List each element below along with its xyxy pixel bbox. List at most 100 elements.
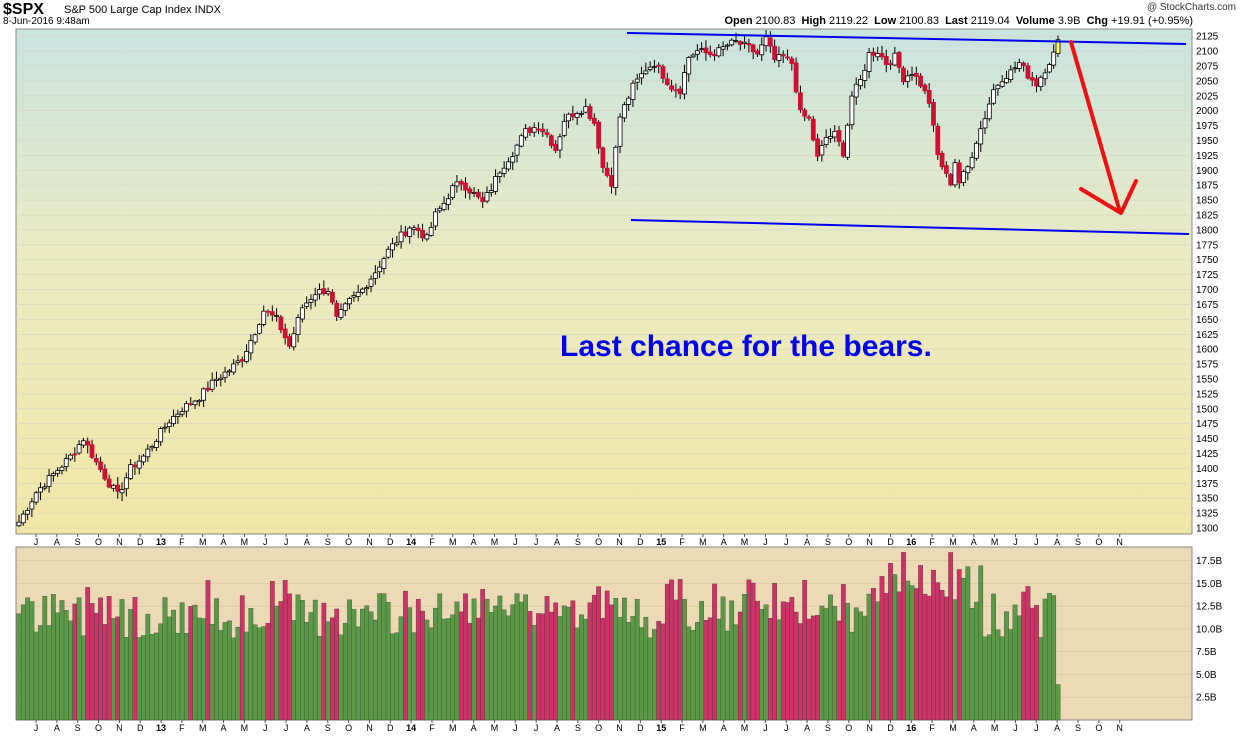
candle-body bbox=[179, 411, 185, 415]
candle-body bbox=[235, 360, 241, 363]
candle-body bbox=[566, 113, 571, 122]
candle-body bbox=[639, 73, 644, 79]
candle-body bbox=[20, 513, 26, 524]
x-tick-label: F bbox=[679, 537, 685, 547]
volume-bar bbox=[231, 637, 237, 721]
volume-bar bbox=[913, 588, 919, 721]
volume-bar bbox=[42, 596, 48, 721]
candle-body bbox=[128, 464, 134, 479]
volume-bar bbox=[450, 614, 455, 721]
x-tick-label: O bbox=[845, 537, 852, 547]
volume-bar bbox=[776, 619, 782, 721]
volume-bar bbox=[853, 607, 859, 721]
volume-bar bbox=[205, 580, 211, 721]
volume-bar bbox=[823, 608, 829, 721]
volume-bar bbox=[1004, 611, 1009, 721]
volume-bar bbox=[123, 637, 129, 721]
lower-channel-line bbox=[630, 219, 1190, 235]
candle-body bbox=[1012, 67, 1018, 70]
x-tick-label: M bbox=[449, 723, 457, 733]
volume-bar bbox=[257, 627, 262, 721]
volume-bar bbox=[63, 610, 69, 721]
volume-bar bbox=[360, 608, 365, 721]
volume-bar bbox=[149, 634, 155, 721]
volume-bar bbox=[832, 606, 838, 721]
volume-label: Volume bbox=[1015, 15, 1055, 27]
candle-body bbox=[926, 90, 932, 104]
ticker-description: S&P 500 Large Cap Index INDX bbox=[64, 4, 221, 16]
candle-body bbox=[896, 52, 902, 68]
x-tick-label: M bbox=[199, 537, 207, 547]
candle-body bbox=[119, 489, 125, 494]
volume-bar bbox=[660, 623, 666, 721]
candle-body bbox=[862, 69, 868, 81]
volume-bar bbox=[802, 579, 808, 721]
price-tick-label: 1300 bbox=[1196, 524, 1219, 535]
volume-bar bbox=[463, 593, 468, 721]
candle-body bbox=[411, 227, 417, 230]
candle-body bbox=[866, 52, 872, 72]
candle-body bbox=[1034, 78, 1039, 87]
candle-body bbox=[815, 138, 820, 157]
volume-bar bbox=[274, 605, 279, 721]
volume-bar bbox=[746, 579, 752, 721]
candle-body bbox=[342, 303, 348, 311]
candle-body bbox=[132, 464, 138, 468]
candle-body bbox=[29, 501, 35, 510]
volume-bar bbox=[712, 583, 717, 721]
volume-bar bbox=[244, 631, 249, 721]
volume-bar bbox=[1029, 607, 1035, 721]
candle-body bbox=[407, 227, 413, 237]
x-tick-label: A bbox=[721, 537, 727, 547]
candle-body bbox=[445, 198, 451, 205]
candle-body bbox=[703, 47, 709, 54]
volume-bar bbox=[265, 622, 271, 721]
volume-bar bbox=[647, 637, 653, 721]
volume-bar bbox=[514, 593, 520, 721]
candle-body bbox=[943, 165, 949, 174]
volume-bar bbox=[25, 597, 30, 721]
candle-body bbox=[656, 64, 662, 67]
price-tick-label: 1375 bbox=[1196, 479, 1219, 490]
last-label: Last bbox=[945, 15, 968, 27]
price-tick-label: 1925 bbox=[1196, 151, 1219, 162]
volume-bar bbox=[471, 598, 477, 721]
candle-body bbox=[991, 89, 996, 104]
price-gridlines bbox=[16, 35, 1192, 529]
candle-body bbox=[102, 468, 108, 480]
x-tick-label: J bbox=[513, 723, 518, 733]
candle-body bbox=[428, 226, 434, 236]
volume-bar bbox=[553, 602, 559, 721]
price-tick-label: 2100 bbox=[1196, 47, 1219, 58]
candle-body bbox=[338, 309, 344, 318]
candle-body bbox=[579, 112, 584, 115]
candle-body bbox=[776, 54, 782, 61]
volume-bar bbox=[875, 601, 881, 721]
volume-bar bbox=[467, 623, 473, 721]
candle-body bbox=[883, 55, 889, 65]
volume-bar bbox=[179, 602, 185, 721]
candle-body bbox=[291, 333, 297, 348]
price-tick-label: 1750 bbox=[1196, 255, 1219, 266]
volume-tick-label: 10.0B bbox=[1196, 624, 1222, 635]
candle-body bbox=[463, 182, 468, 191]
candle-body bbox=[785, 56, 790, 59]
volume-bar bbox=[944, 596, 949, 721]
chg-value: +19.91 (+0.95%) bbox=[1111, 15, 1193, 27]
candle-body bbox=[136, 460, 142, 469]
volume-bar bbox=[810, 615, 816, 721]
candle-body bbox=[613, 146, 619, 189]
volume-bar bbox=[184, 633, 189, 721]
candle-body bbox=[488, 190, 494, 193]
volume-bar bbox=[579, 614, 584, 721]
candle-body bbox=[493, 176, 498, 192]
volume-bar bbox=[334, 608, 340, 721]
candle-body bbox=[939, 152, 945, 168]
volume-bar bbox=[918, 565, 923, 721]
candle-body bbox=[609, 175, 614, 187]
candle-body bbox=[458, 180, 464, 185]
volume-bar bbox=[398, 616, 404, 721]
candle-body bbox=[1004, 78, 1009, 84]
volume-bar bbox=[321, 602, 327, 721]
candle-body bbox=[823, 137, 829, 146]
